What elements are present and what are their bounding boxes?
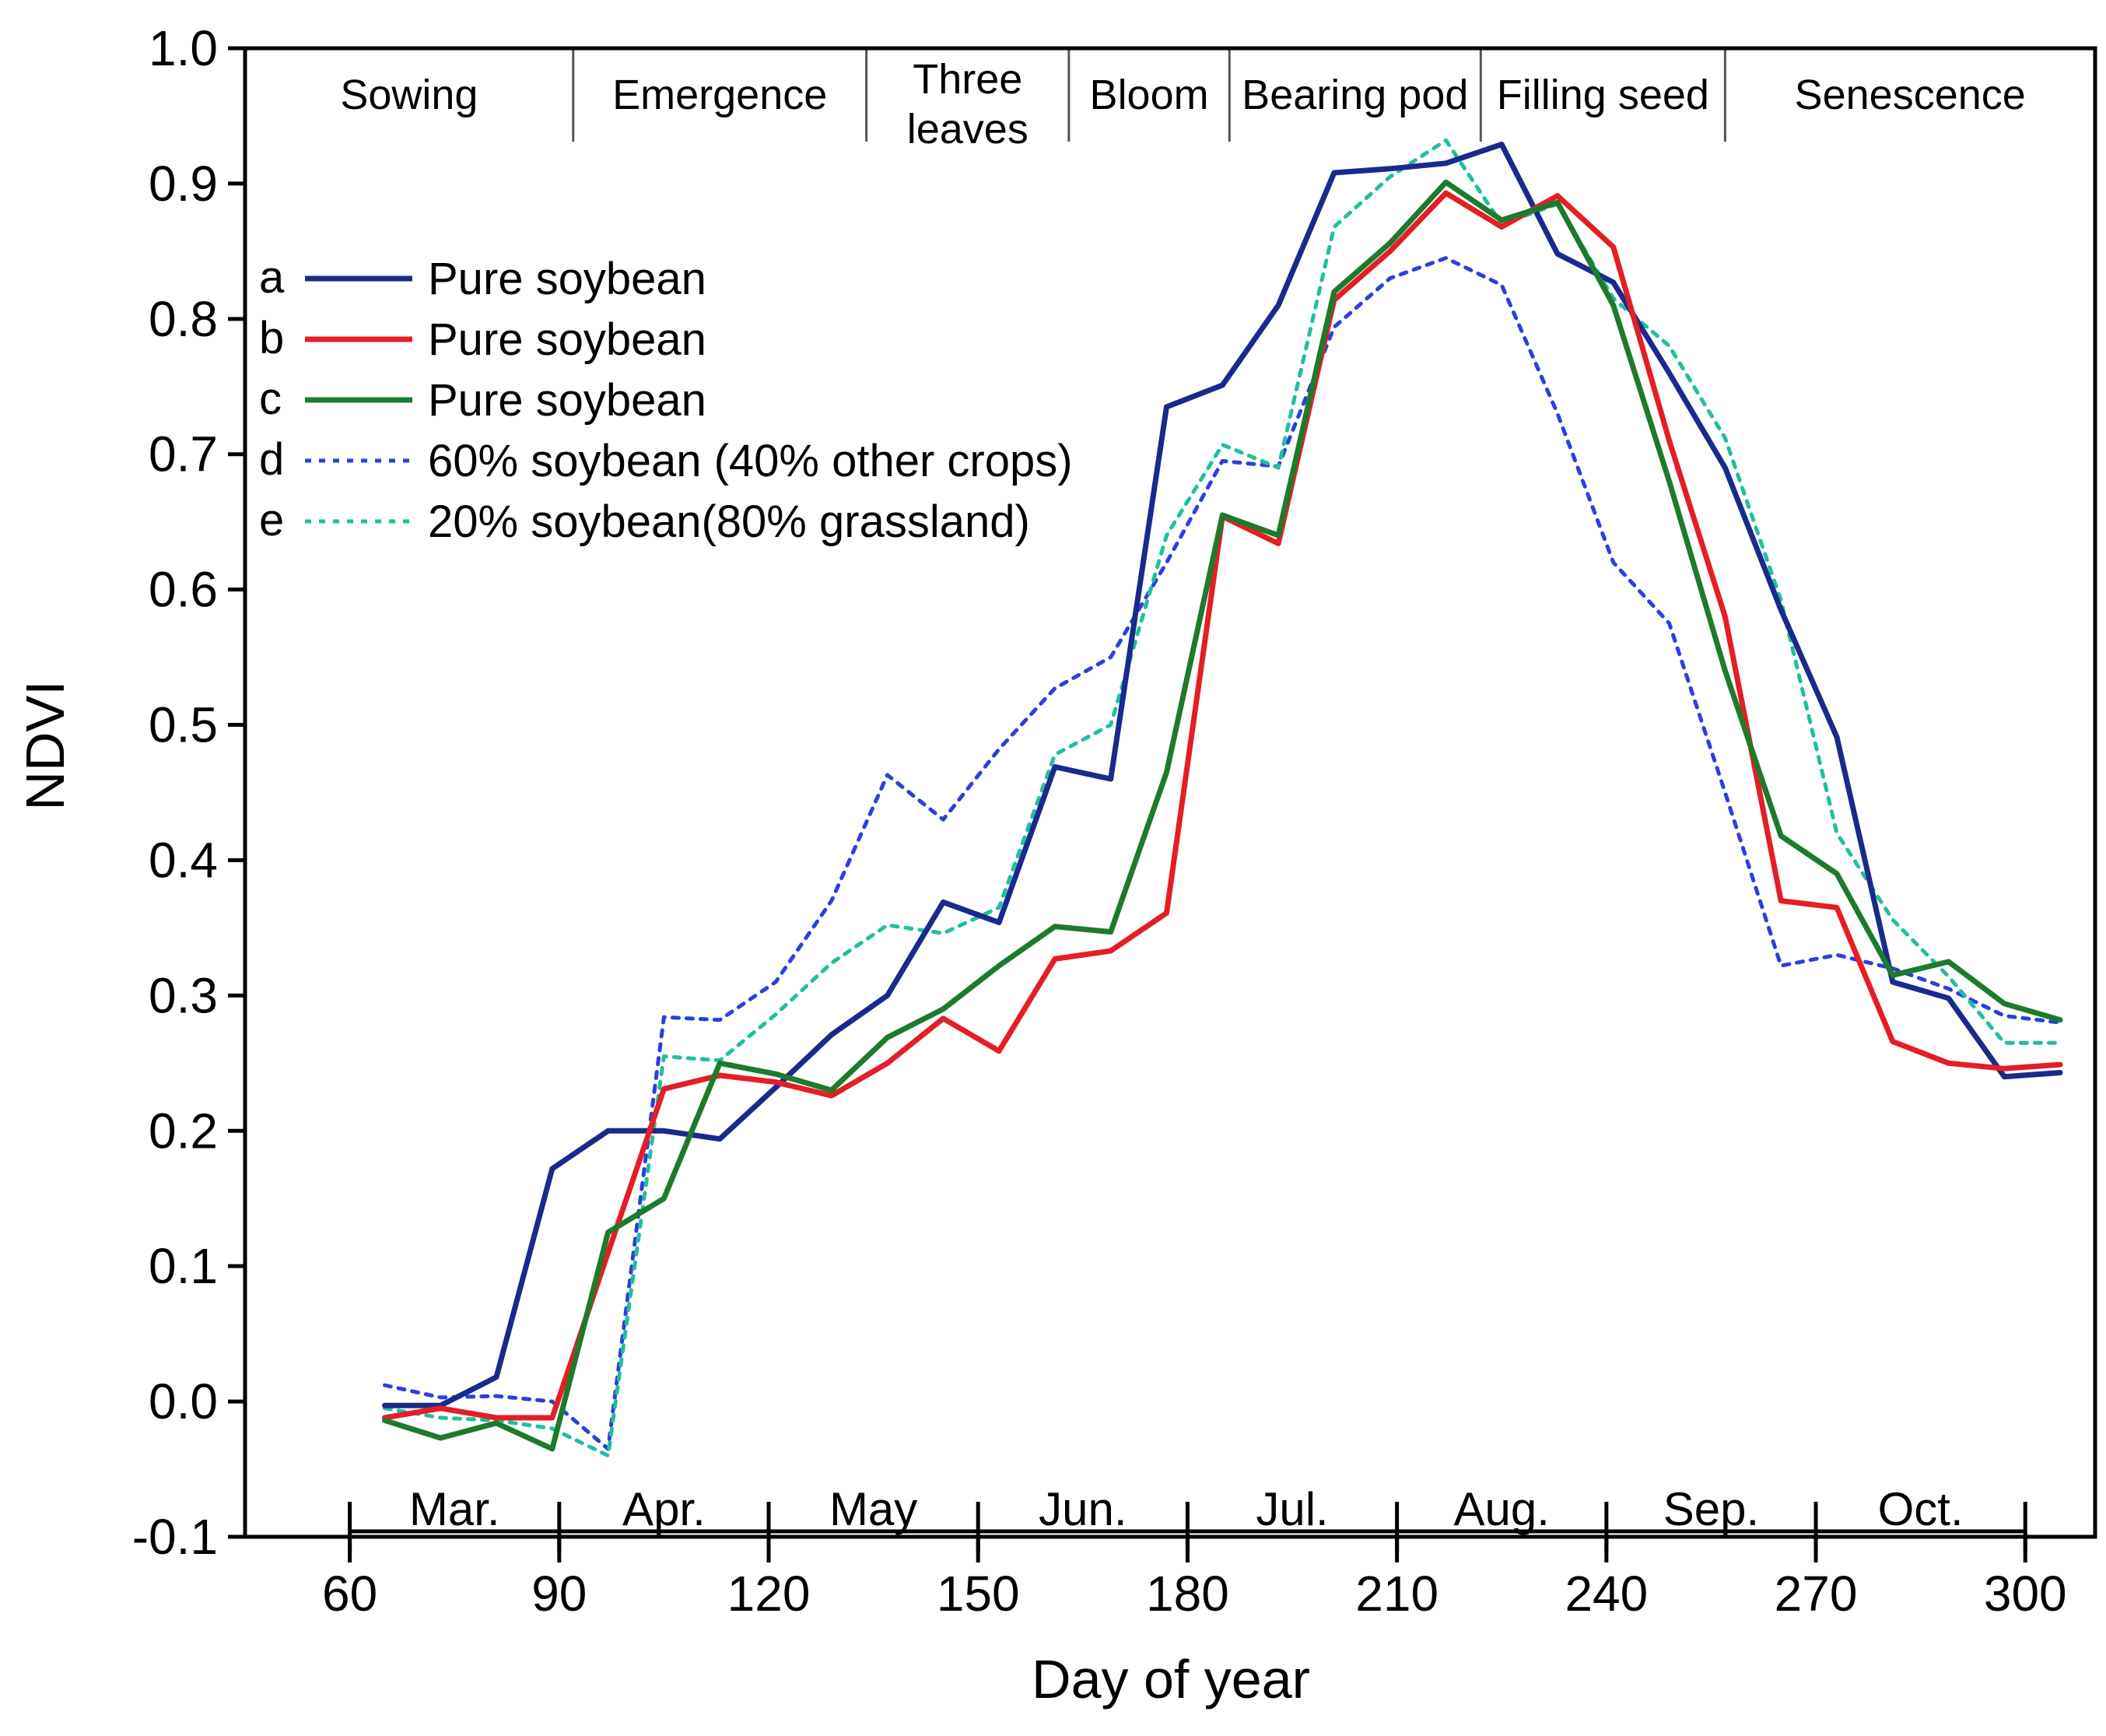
y-tick-label: 0.4 [149,832,218,888]
legend-label: 20% soybean(80% grassland) [428,496,1030,547]
y-tick-label: 0.5 [149,697,218,753]
month-label: Aug. [1454,1483,1550,1535]
x-tick-label: 180 [1146,1566,1229,1622]
stage-label: Bearing pod [1242,72,1468,118]
series-line-c [382,179,2063,1452]
x-tick-label: 210 [1355,1566,1438,1622]
month-label: Apr. [622,1483,706,1535]
month-label: Oct. [1878,1483,1964,1535]
legend-letter: b [259,313,284,363]
legend-letter: c [259,374,282,424]
month-label: Sep. [1663,1483,1759,1535]
y-tick-label: 0.7 [149,426,218,482]
series-line-d [383,256,2062,1451]
stage-label: Senescence [1795,72,2026,118]
x-tick-label: 240 [1565,1566,1648,1622]
legend-letter: e [259,495,284,545]
stage-label: Emergence [612,72,827,118]
plot-frame [243,46,2097,1539]
x-tick-label: 120 [727,1566,811,1622]
y-tick-label: 0.0 [149,1373,218,1429]
legend-letter: a [259,252,285,303]
legend-letter: d [259,434,284,485]
legend-label: 60% soybean (40% other crops) [428,436,1073,486]
y-tick-label: 0.6 [149,562,218,618]
legend-label: Pure soybean [428,375,706,426]
stage-label: Three leaves [907,56,1028,153]
x-tick-label: 150 [937,1566,1020,1622]
month-label: Jul. [1256,1483,1328,1535]
y-tick-label: 0.2 [149,1103,218,1159]
series-line-a [382,142,2063,1408]
stage-label: Bloom [1090,72,1209,118]
y-tick-label: 0.3 [149,967,218,1023]
y-axis-title: NDVI [15,680,75,810]
stage-label: Sowing [340,72,478,118]
month-label: May [829,1483,917,1535]
y-tick-label: 0.9 [149,156,218,212]
x-axis-title: Day of year [1032,1649,1310,1710]
month-label: Jun. [1039,1483,1127,1535]
y-tick-label: 0.1 [149,1238,218,1294]
month-label: Mar. [409,1483,500,1535]
y-tick-label: 0.8 [149,291,218,347]
y-tick-label: -0.1 [132,1509,218,1565]
y-tick-label: 1.0 [149,20,218,76]
x-tick-label: 90 [531,1566,587,1622]
legend-label: Pure soybean [428,254,706,304]
legend-label: Pure soybean [428,314,706,365]
x-tick-label: 300 [1984,1566,2067,1622]
series-line-e [383,138,2062,1458]
stage-label: Filling seed [1497,72,1709,118]
x-tick-label: 60 [322,1566,377,1622]
x-tick-label: 270 [1775,1566,1858,1622]
